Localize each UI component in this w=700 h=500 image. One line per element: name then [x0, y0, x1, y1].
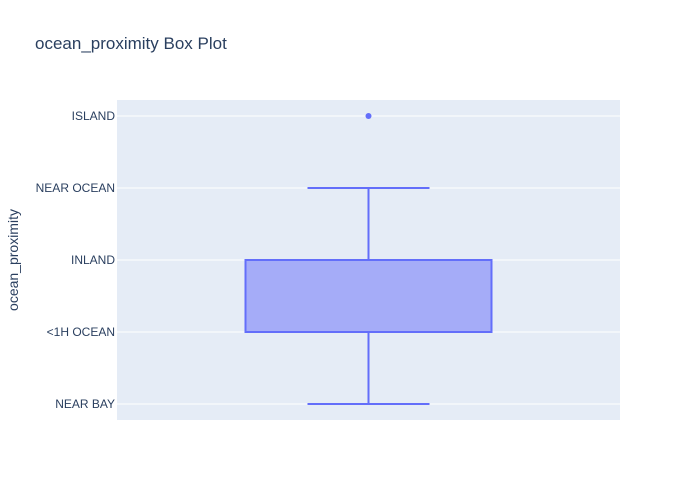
- y-tick-labels: NEAR BAY <1H OCEAN INLAND NEAR OCEAN ISLAND: [36, 109, 116, 411]
- y-tick-label: INLAND: [71, 253, 115, 267]
- y-tick-label: <1H OCEAN: [47, 325, 115, 339]
- interquartile-box[interactable]: [244, 259, 493, 333]
- y-tick-label: NEAR OCEAN: [36, 181, 115, 195]
- y-tick-label: ISLAND: [72, 109, 116, 123]
- box-trace[interactable]: [244, 113, 493, 405]
- outlier-point[interactable]: [365, 113, 372, 119]
- y-axis-title: ocean_proximity: [5, 209, 21, 311]
- chart-title: ocean_proximity Box Plot: [35, 34, 227, 53]
- y-tick-label: NEAR BAY: [55, 397, 115, 411]
